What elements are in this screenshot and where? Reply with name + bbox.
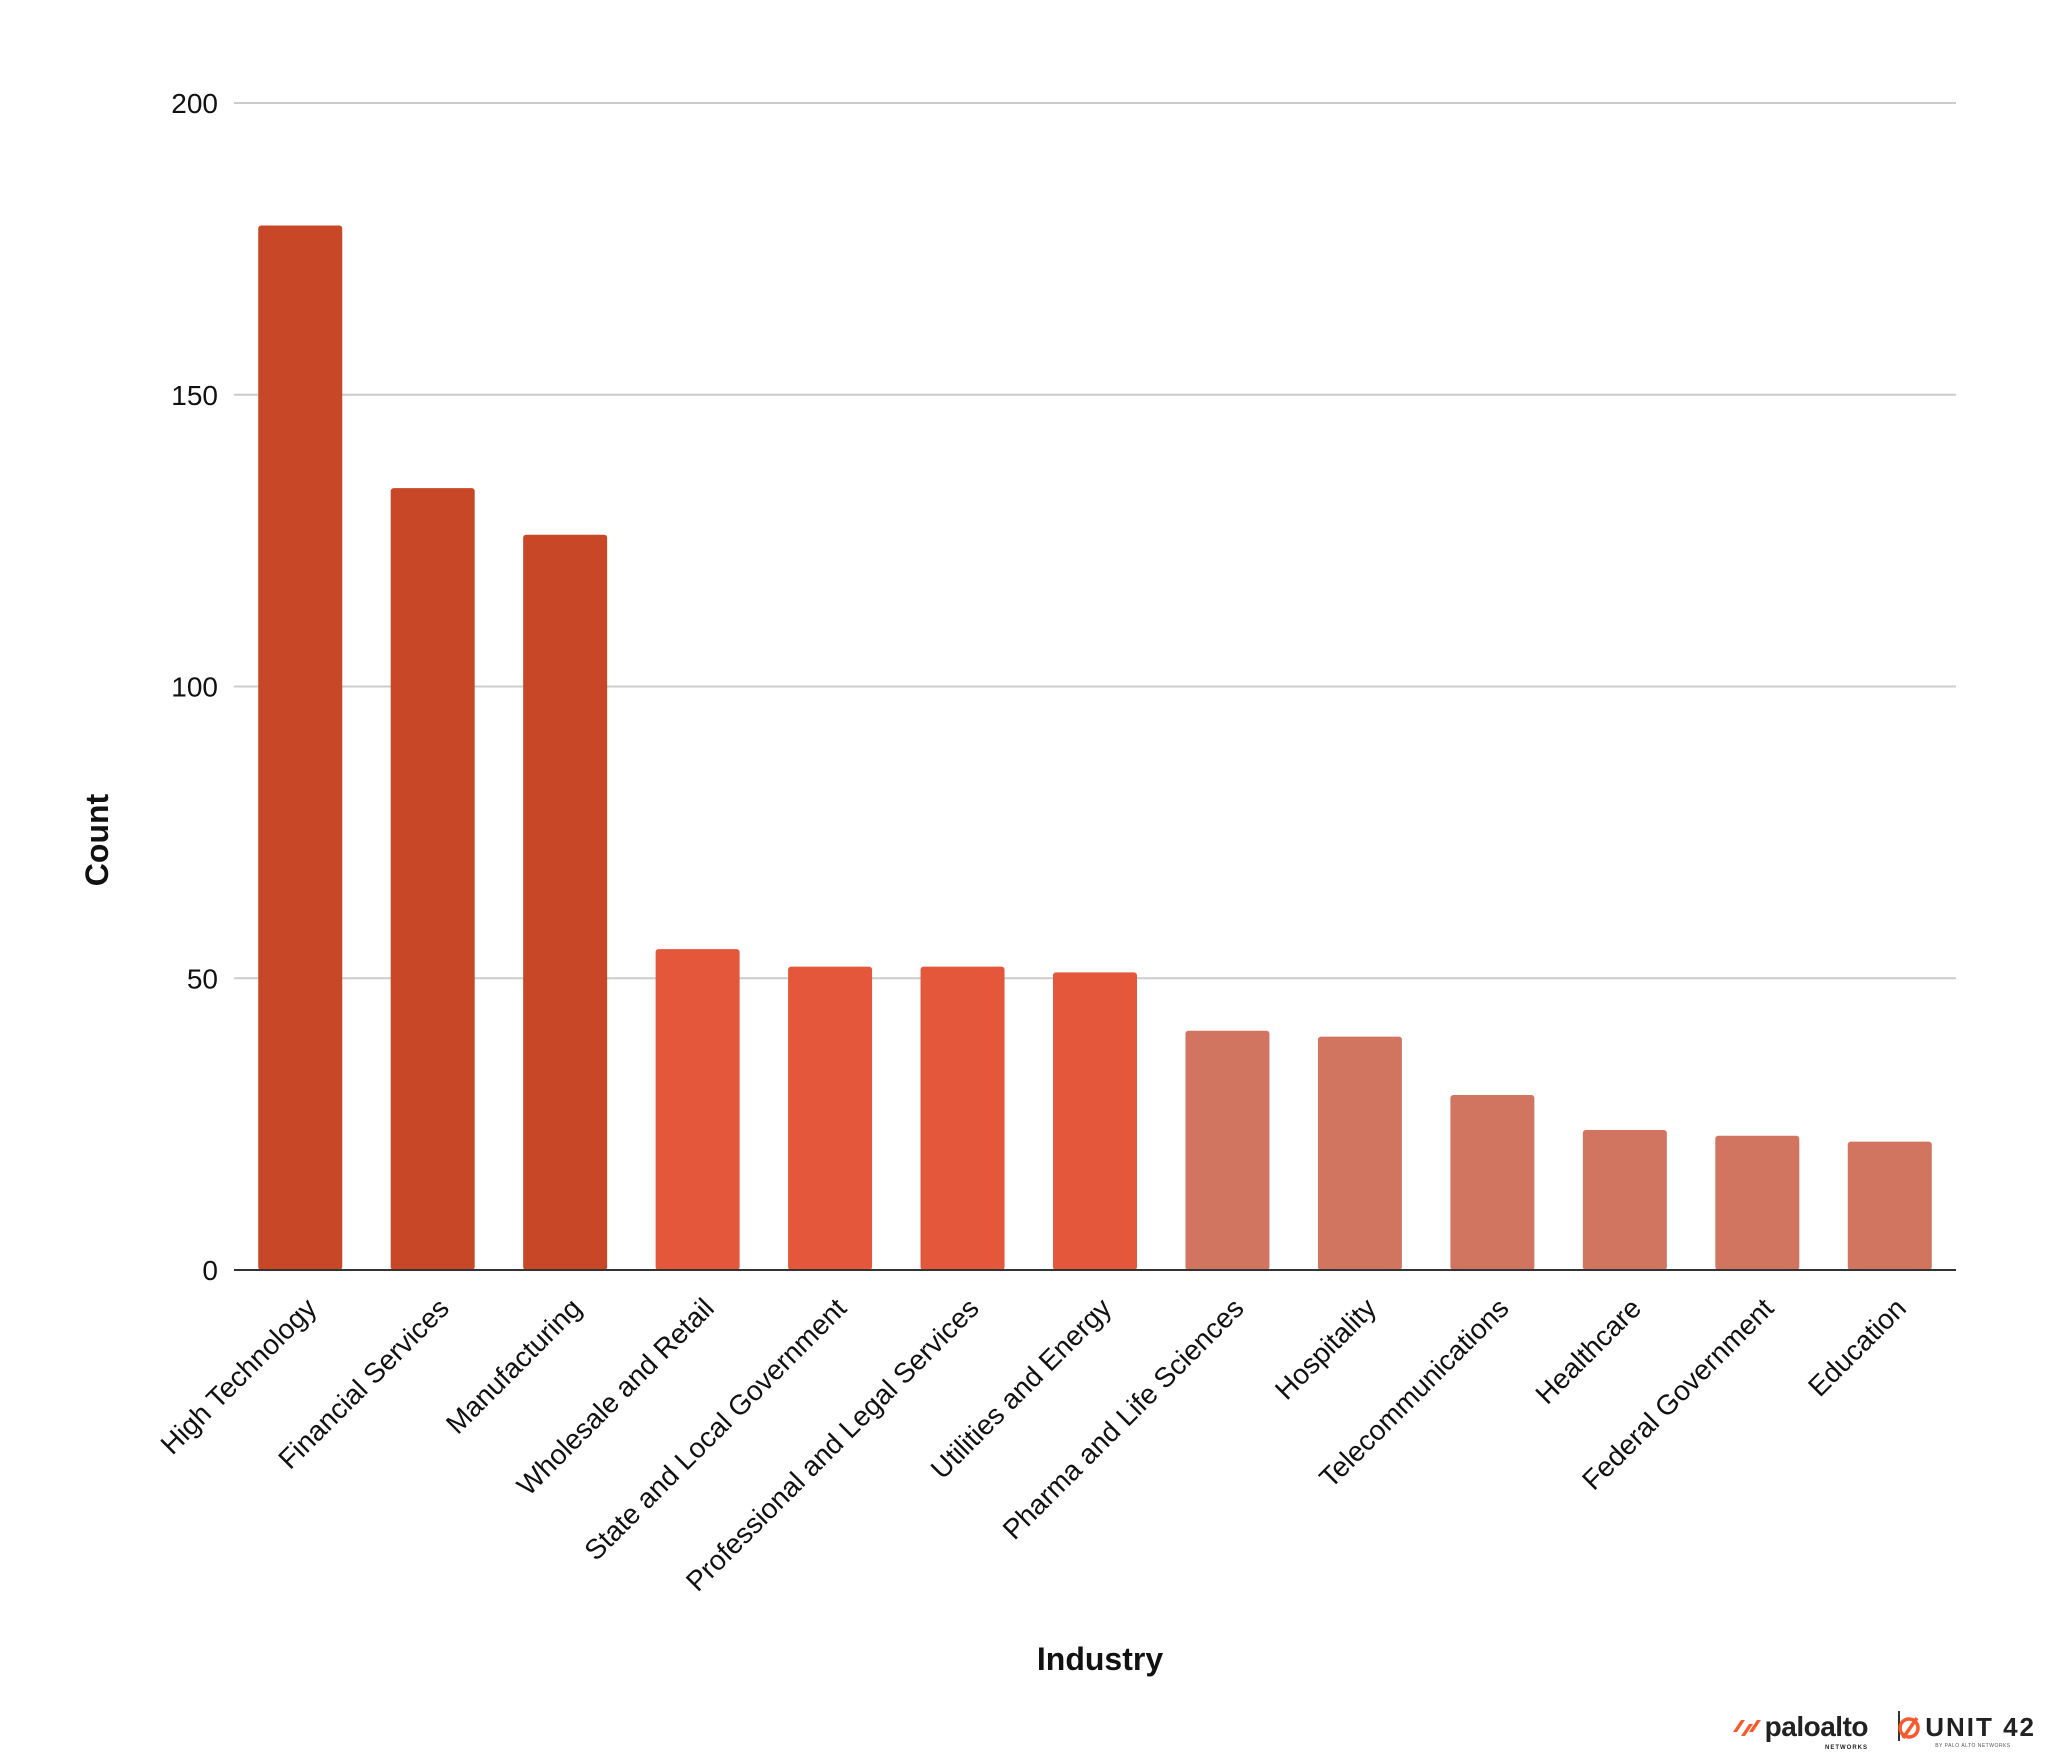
paloalto-logo: paloalto NETWORKS xyxy=(1731,1711,1869,1751)
paloalto-mark-icon xyxy=(1732,1720,1761,1736)
y-tick-label: 150 xyxy=(171,380,218,411)
y-tick-label: 0 xyxy=(202,1255,218,1286)
bar xyxy=(258,225,343,1270)
unit42-wordmark: UNIT 42 xyxy=(1925,1712,2036,1742)
bar xyxy=(655,949,740,1270)
gridlines xyxy=(234,102,1956,980)
x-tick-label: Manufacturing xyxy=(440,1292,587,1439)
x-tick-label: Pharma and Life Sciences xyxy=(997,1292,1250,1545)
bar xyxy=(1185,1030,1270,1270)
paloalto-subtext: NETWORKS xyxy=(1825,1745,1868,1751)
y-tick-label: 50 xyxy=(187,963,218,994)
x-tick-label: Hospitality xyxy=(1269,1292,1382,1405)
x-tick-label: Healthcare xyxy=(1529,1292,1647,1410)
x-tick-label: State and Local Government xyxy=(578,1292,852,1566)
bar xyxy=(1582,1129,1667,1270)
x-tick-label: Education xyxy=(1802,1292,1912,1402)
bar xyxy=(1053,972,1137,1270)
bars xyxy=(258,225,1932,1270)
bar xyxy=(1847,1141,1932,1270)
bar xyxy=(390,488,475,1270)
x-tick-label: Professional and Legal Services xyxy=(680,1292,985,1597)
y-tick-labels: 0 50 100 150 200 xyxy=(171,88,218,1286)
y-tick-label: 200 xyxy=(171,88,218,119)
bar xyxy=(523,534,608,1270)
bar xyxy=(1715,1135,1800,1270)
bar xyxy=(788,966,873,1270)
bar xyxy=(1450,1094,1535,1270)
paloalto-wordmark: paloalto xyxy=(1764,1711,1869,1742)
unit42-subtext: BY PALO ALTO NETWORKS xyxy=(1935,1743,2011,1749)
bar xyxy=(1317,1036,1402,1270)
unit42-mark-icon xyxy=(1898,1716,1920,1739)
x-axis-title: Industry xyxy=(1037,1641,1163,1677)
bar xyxy=(920,966,1005,1270)
y-tick-label: 100 xyxy=(171,672,218,703)
unit42-logo: UNIT 42 BY PALO ALTO NETWORKS xyxy=(1895,1712,2036,1749)
y-axis-title: Count xyxy=(79,793,115,886)
